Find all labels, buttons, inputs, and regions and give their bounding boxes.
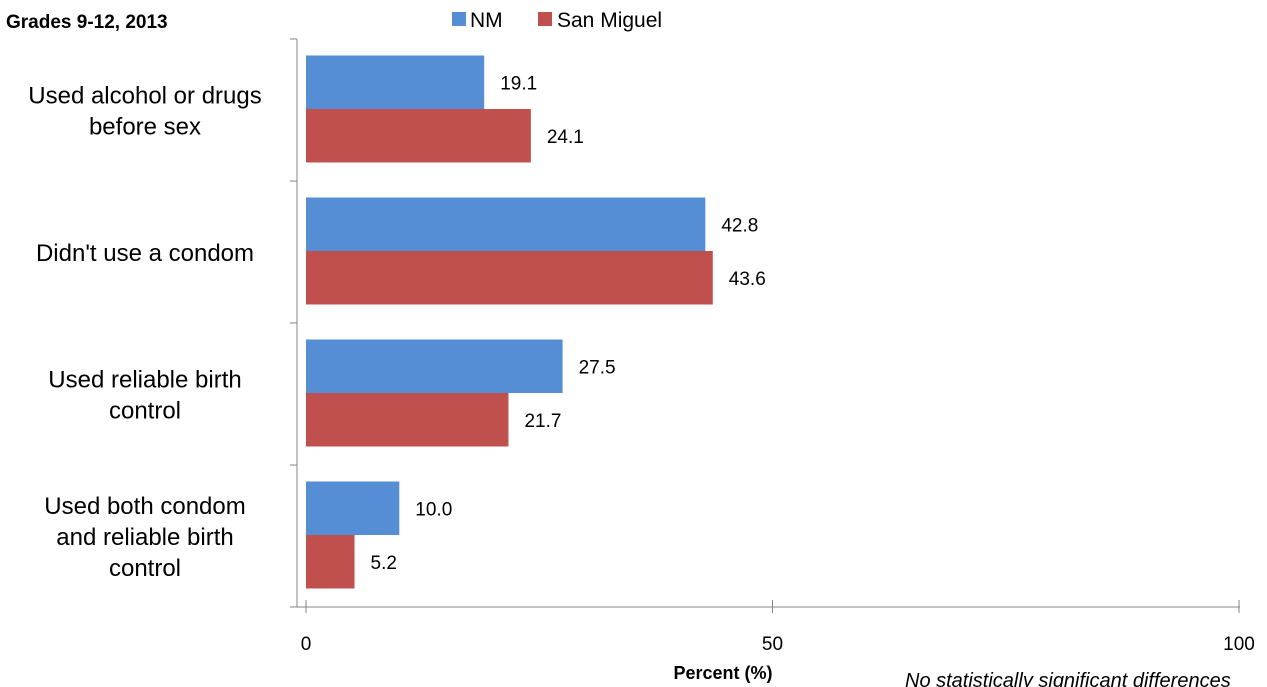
data-label-san-miguel-used-both-condom-and-reliable-birth-control: 5.2 — [371, 553, 397, 574]
legend-label-nm: NM — [470, 9, 503, 32]
axes-group — [290, 38, 1240, 608]
footnote: No statistically significant differences — [905, 670, 1231, 687]
bar-nm-used-alcohol-or-drugs-before-sex — [306, 55, 485, 109]
data-label-nm-used-alcohol-or-drugs-before-sex: 19.1 — [500, 73, 537, 94]
category-label-used-reliable-birth-control: Used reliable birth control — [48, 367, 241, 425]
bar-nm-used-both-condom-and-reliable-birth-control — [306, 481, 400, 535]
category-label-used-both-condom-and-reliable-birth-control: Used both condom and reliable birth contro… — [44, 493, 245, 582]
data-labels-group: 19.1 24.1 42.8 43.6 27.5 21.7 10.0 5.2 — [371, 73, 766, 574]
bar-san-miguel-used-reliable-birth-control — [306, 393, 509, 447]
category-labels-group: Used alcohol or drugs before sex Didn't us… — [28, 83, 261, 583]
bar-san-miguel-used-both-condom-and-reliable-birth-control — [306, 535, 355, 589]
category-label-used-alcohol-or-drugs-before-sex: Used alcohol or drugs before sex — [28, 83, 261, 141]
data-label-san-miguel-used-alcohol-or-drugs-before-sex: 24.1 — [547, 127, 584, 148]
x-tick-label-0: 0 — [301, 634, 312, 655]
bar-san-miguel-didn-t-use-a-condom — [306, 251, 713, 305]
x-tick-label-100: 100 — [1223, 634, 1255, 655]
category-label-didn-t-use-a-condom: Didn't use a condom — [36, 240, 254, 267]
data-label-nm-didn-t-use-a-condom: 42.8 — [721, 215, 758, 236]
bar-nm-used-reliable-birth-control — [306, 339, 563, 393]
bar-san-miguel-used-alcohol-or-drugs-before-sex — [306, 109, 531, 163]
chart-subtitle: Grades 9-12, 2013 — [6, 12, 168, 33]
legend-swatch-nm — [452, 12, 466, 26]
legend-label-san-miguel: San Miguel — [557, 9, 662, 32]
data-label-san-miguel-didn-t-use-a-condom: 43.6 — [729, 269, 766, 290]
data-label-san-miguel-used-reliable-birth-control: 21.7 — [524, 411, 561, 432]
bar-nm-didn-t-use-a-condom — [306, 197, 706, 251]
legend: NM San Miguel — [452, 9, 662, 32]
bars-group — [306, 55, 713, 589]
x-tick-label-50: 50 — [762, 634, 783, 655]
data-label-nm-used-both-condom-and-reliable-birth-control: 10.0 — [415, 499, 452, 520]
data-label-nm-used-reliable-birth-control: 27.5 — [579, 357, 616, 378]
x-ticks-group: 0 50 100 — [301, 600, 1255, 655]
legend-swatch-san-miguel — [538, 12, 552, 26]
x-axis-title: Percent (%) — [673, 663, 772, 683]
